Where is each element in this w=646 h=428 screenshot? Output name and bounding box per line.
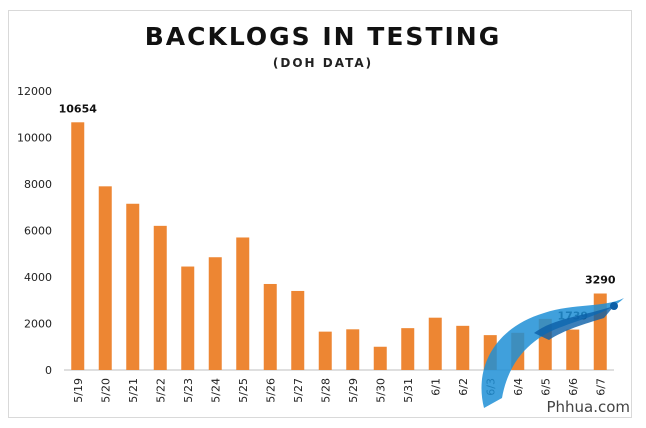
y-tick-label: 6000 [24,225,52,238]
bar [428,317,442,370]
x-tick-label: 6/6 [567,378,580,396]
x-tick-label: 5/30 [374,378,387,403]
x-tick-label: 6/7 [594,378,607,396]
bar [291,290,305,370]
bar [153,225,167,370]
x-tick-label: 6/4 [512,378,525,396]
bar [98,186,112,370]
x-tick-label: 5/25 [237,378,250,403]
x-tick-label: 6/1 [429,378,442,396]
bar [236,237,250,370]
bar [71,122,85,371]
x-tick-label: 5/29 [347,378,360,403]
y-tick-label: 0 [45,364,52,377]
chart-title: BACKLOGS IN TESTING [144,22,502,51]
bar [346,329,360,370]
x-tick-label: 5/26 [264,378,277,403]
x-tick-label: 5/24 [209,378,222,403]
bar [566,329,580,370]
y-tick-label: 4000 [24,271,52,284]
x-tick-label: 5/28 [319,378,332,403]
data-label: 10654 [59,102,98,115]
y-tick-label: 12000 [17,85,52,98]
bars [71,122,607,371]
x-tick-label: 5/22 [154,378,167,403]
x-tick-label: 5/19 [72,378,85,403]
x-tick-label: 6/2 [457,378,470,396]
y-tick-label: 10000 [17,132,52,145]
watermark-text: Phhua.com [546,398,630,416]
bar [126,203,140,370]
watermark-logo-icon [481,298,624,408]
bar [373,346,387,370]
bar [401,328,415,370]
bar [318,331,332,370]
x-tick-label: 5/20 [99,378,112,403]
x-tick-label: 5/27 [292,378,305,403]
bar [181,266,195,370]
y-tick-label: 2000 [24,318,52,331]
x-tick-label: 5/23 [182,378,195,403]
bar [456,325,470,370]
y-tick-label: 8000 [24,178,52,191]
chart-subtitle: (DOH DATA) [272,56,374,70]
x-tick-label: 5/31 [402,378,415,403]
data-label: 3290 [585,274,616,287]
x-tick-label: 6/5 [539,378,552,396]
x-tick-label: 5/21 [127,378,140,403]
bar [263,283,277,370]
bar [208,257,222,370]
